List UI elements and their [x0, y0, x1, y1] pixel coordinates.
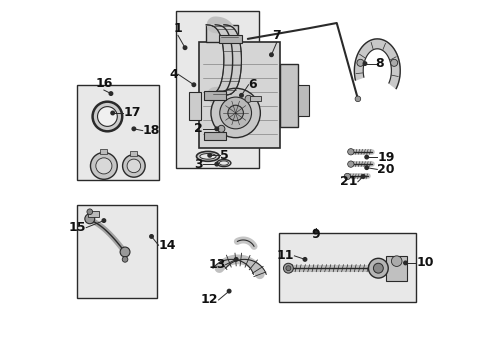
Text: 10: 10 [416, 256, 434, 269]
Circle shape [344, 173, 350, 180]
Circle shape [215, 162, 219, 166]
Circle shape [122, 257, 128, 262]
Bar [199, 42, 280, 148]
Ellipse shape [196, 152, 220, 161]
Text: 3: 3 [194, 158, 203, 171]
Text: 14: 14 [159, 239, 176, 252]
Circle shape [122, 154, 145, 177]
Circle shape [120, 247, 130, 257]
Circle shape [355, 96, 361, 102]
Bar [130, 151, 137, 156]
Circle shape [404, 261, 407, 265]
Text: 20: 20 [377, 163, 395, 176]
Bar [77, 85, 159, 180]
Circle shape [192, 83, 196, 86]
Polygon shape [206, 25, 242, 95]
Circle shape [391, 59, 398, 66]
Circle shape [365, 166, 368, 170]
Circle shape [85, 214, 95, 224]
Circle shape [132, 127, 136, 131]
Circle shape [218, 125, 225, 132]
Circle shape [109, 92, 113, 95]
Circle shape [240, 94, 243, 97]
Circle shape [220, 97, 251, 129]
Text: 12: 12 [201, 293, 219, 306]
Ellipse shape [217, 159, 231, 167]
Bar [219, 35, 242, 43]
Bar [204, 91, 226, 100]
Circle shape [365, 155, 368, 159]
Text: 17: 17 [123, 107, 141, 120]
Circle shape [314, 229, 318, 233]
Text: 15: 15 [69, 221, 86, 234]
Bar [278, 233, 416, 302]
Text: 8: 8 [375, 57, 384, 70]
Text: 7: 7 [272, 30, 281, 42]
Circle shape [348, 161, 354, 167]
Bar [100, 149, 107, 154]
Circle shape [150, 235, 153, 238]
Circle shape [87, 209, 93, 215]
Text: 13: 13 [208, 258, 225, 271]
Bar [206, 25, 238, 42]
Bar [280, 64, 298, 127]
Text: 6: 6 [248, 78, 257, 91]
Circle shape [215, 127, 219, 131]
Circle shape [228, 105, 244, 121]
Bar [189, 92, 201, 120]
Circle shape [227, 289, 231, 293]
Circle shape [245, 95, 252, 102]
Bar [77, 205, 157, 298]
Circle shape [208, 154, 212, 157]
Text: 4: 4 [169, 68, 178, 81]
Circle shape [363, 62, 367, 66]
Ellipse shape [219, 161, 228, 165]
Circle shape [234, 258, 238, 261]
Circle shape [368, 258, 388, 278]
Circle shape [98, 107, 117, 126]
Text: 5: 5 [220, 149, 229, 162]
Text: 1: 1 [173, 22, 182, 35]
Circle shape [111, 111, 115, 115]
Bar [298, 85, 309, 117]
Bar [250, 96, 261, 101]
Text: 18: 18 [143, 124, 160, 137]
Text: 21: 21 [341, 175, 358, 188]
Text: 9: 9 [311, 228, 320, 240]
Circle shape [303, 258, 307, 261]
Circle shape [286, 266, 291, 271]
Circle shape [127, 159, 141, 173]
Circle shape [102, 219, 106, 222]
Polygon shape [354, 39, 400, 89]
Bar [204, 132, 226, 140]
Text: 11: 11 [277, 249, 294, 262]
Bar [176, 11, 259, 168]
Circle shape [283, 263, 294, 273]
Circle shape [270, 53, 273, 57]
Circle shape [211, 88, 260, 138]
Bar [88, 211, 98, 217]
Circle shape [93, 102, 122, 131]
Text: 16: 16 [95, 77, 113, 90]
Circle shape [96, 158, 112, 174]
Circle shape [183, 46, 187, 49]
Text: 2: 2 [194, 122, 203, 135]
Circle shape [392, 256, 402, 266]
Circle shape [373, 263, 383, 273]
Circle shape [91, 153, 117, 179]
Bar [386, 256, 407, 280]
Circle shape [362, 175, 365, 178]
Circle shape [348, 149, 354, 155]
Ellipse shape [200, 154, 216, 159]
Text: 19: 19 [377, 150, 394, 163]
Circle shape [357, 59, 364, 66]
